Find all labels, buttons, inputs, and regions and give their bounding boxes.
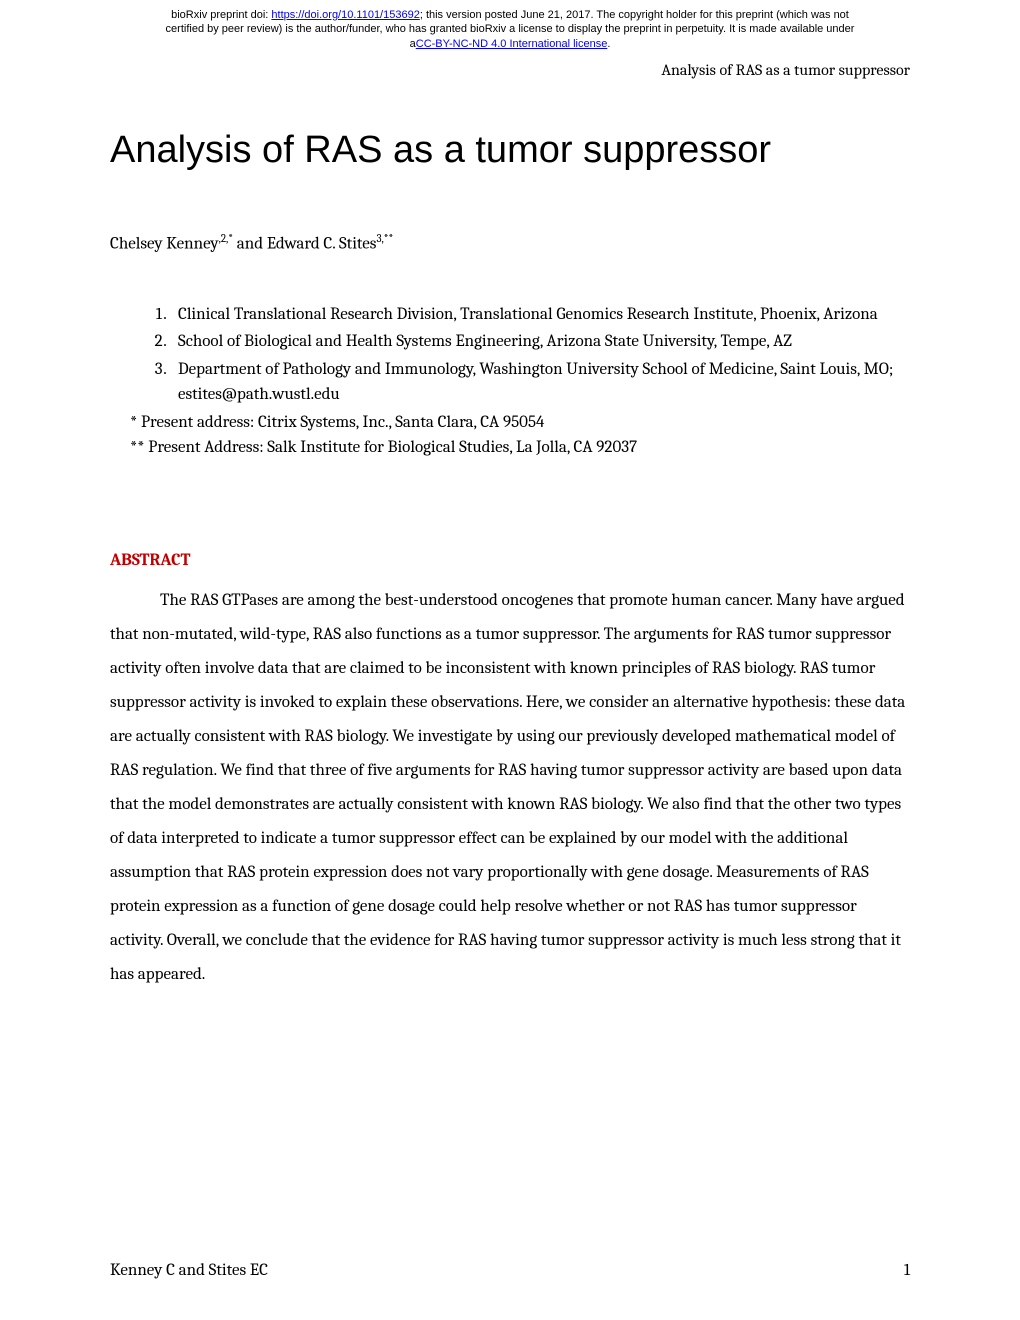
license-link[interactable]: CC-BY-NC-ND 4.0 International license [416, 38, 608, 50]
main-content: Analysis of RAS as a tumor suppressor Ch… [0, 79, 1020, 992]
preprint-line1-suffix: ; this version posted June 21, 2017. The… [420, 9, 849, 21]
page-number: 1 [904, 1261, 910, 1280]
authors-line: Chelsey Kenney,2,* and Edward C. Stites3… [110, 232, 910, 254]
affiliation-item: Clinical Translational Research Division… [170, 302, 910, 328]
author2-sup: 3,** [376, 232, 393, 245]
abstract-text: The RAS GTPases are among the best-under… [110, 591, 905, 984]
page-footer: Kenney C and Stites EC 1 [110, 1261, 910, 1280]
affiliations-block: Clinical Translational Research Division… [110, 302, 910, 461]
preprint-line2: certified by peer review) is the author/… [166, 23, 855, 35]
footer-authors: Kenney C and Stites EC [110, 1261, 268, 1280]
preprint-banner: bioRxiv preprint doi: https://doi.org/10… [0, 0, 1020, 55]
preprint-line3-suffix: . [607, 38, 610, 50]
running-head: Analysis of RAS as a tumor suppressor [0, 55, 1020, 79]
author1-name: Chelsey Kenney [110, 235, 219, 254]
abstract-heading: ABSTRACT [110, 551, 910, 570]
authors-connector: and [233, 235, 267, 254]
abstract-body: The RAS GTPases are among the best-under… [110, 584, 910, 992]
paper-title: Analysis of RAS as a tumor suppressor [110, 129, 910, 172]
preprint-line1-prefix: bioRxiv preprint doi: [171, 9, 271, 21]
present-address-note: ** Present Address: Salk Institute for B… [130, 435, 910, 461]
author1-sup: ,2,* [219, 232, 233, 245]
affiliation-item: School of Biological and Health Systems … [170, 329, 910, 355]
doi-link[interactable]: https://doi.org/10.1101/153692 [271, 9, 419, 21]
present-address-note: * Present address: Citrix Systems, Inc.,… [130, 410, 910, 436]
affiliation-item: Department of Pathology and Immunology, … [170, 357, 910, 408]
author2-name: Edward C. Stites [267, 235, 377, 254]
